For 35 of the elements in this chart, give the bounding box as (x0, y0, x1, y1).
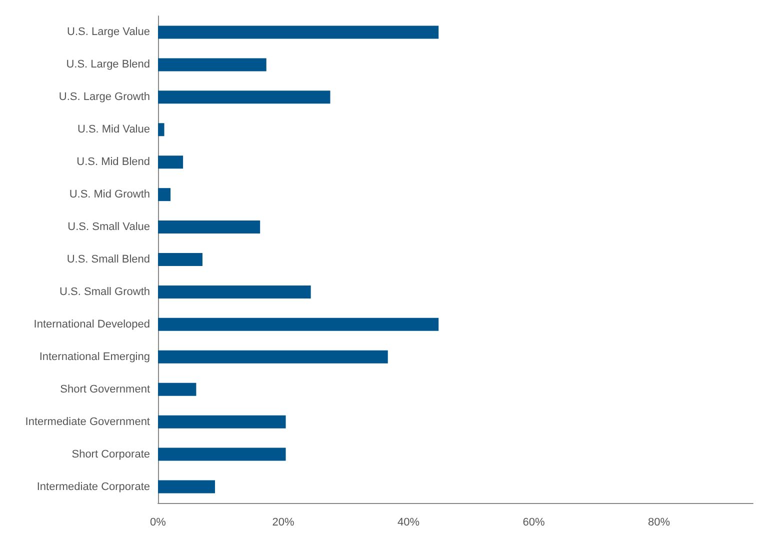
y-tick-label: U.S. Mid Growth (69, 188, 150, 201)
bar (158, 188, 171, 202)
x-tick-label: 80% (648, 516, 670, 528)
bar (158, 253, 202, 266)
y-tick-label: International Emerging (39, 350, 150, 363)
bar (158, 318, 439, 331)
bar (158, 382, 196, 396)
y-tick-label: U.S. Mid Blend (76, 156, 150, 168)
bar (158, 285, 311, 298)
bar (158, 415, 286, 428)
bar (158, 480, 215, 494)
bar (158, 220, 260, 234)
x-tick-label: 60% (522, 516, 546, 528)
y-tick-label: Short Corporate (72, 448, 150, 460)
y-tick-label: Short Government (60, 383, 150, 396)
x-tick-label: 0% (150, 516, 166, 528)
y-tick-label: U.S. Mid Value (77, 124, 150, 136)
y-tick-label: Intermediate Corporate (36, 480, 150, 493)
y-tick-label: U.S. Small Growth (60, 286, 150, 298)
y-tick-label: U.S. Small Value (68, 221, 150, 234)
y-tick-label: Intermediate Government (25, 416, 150, 428)
y-tick-label: U.S. Large Value (67, 26, 150, 38)
x-tick-label: 40% (398, 516, 420, 528)
bar (158, 58, 266, 72)
y-tick-label: U.S. Small Blend (66, 254, 150, 266)
bar (158, 26, 439, 39)
x-tick-label: 20% (272, 516, 294, 528)
y-tick-label: U.S. Large Growth (58, 91, 150, 104)
bar (158, 350, 388, 364)
bar (158, 156, 184, 169)
bar (158, 90, 330, 104)
y-tick-label: U.S. Large Blend (66, 58, 150, 71)
y-tick-label: International Developed (34, 318, 150, 330)
bar (158, 448, 286, 461)
bar (158, 123, 164, 136)
